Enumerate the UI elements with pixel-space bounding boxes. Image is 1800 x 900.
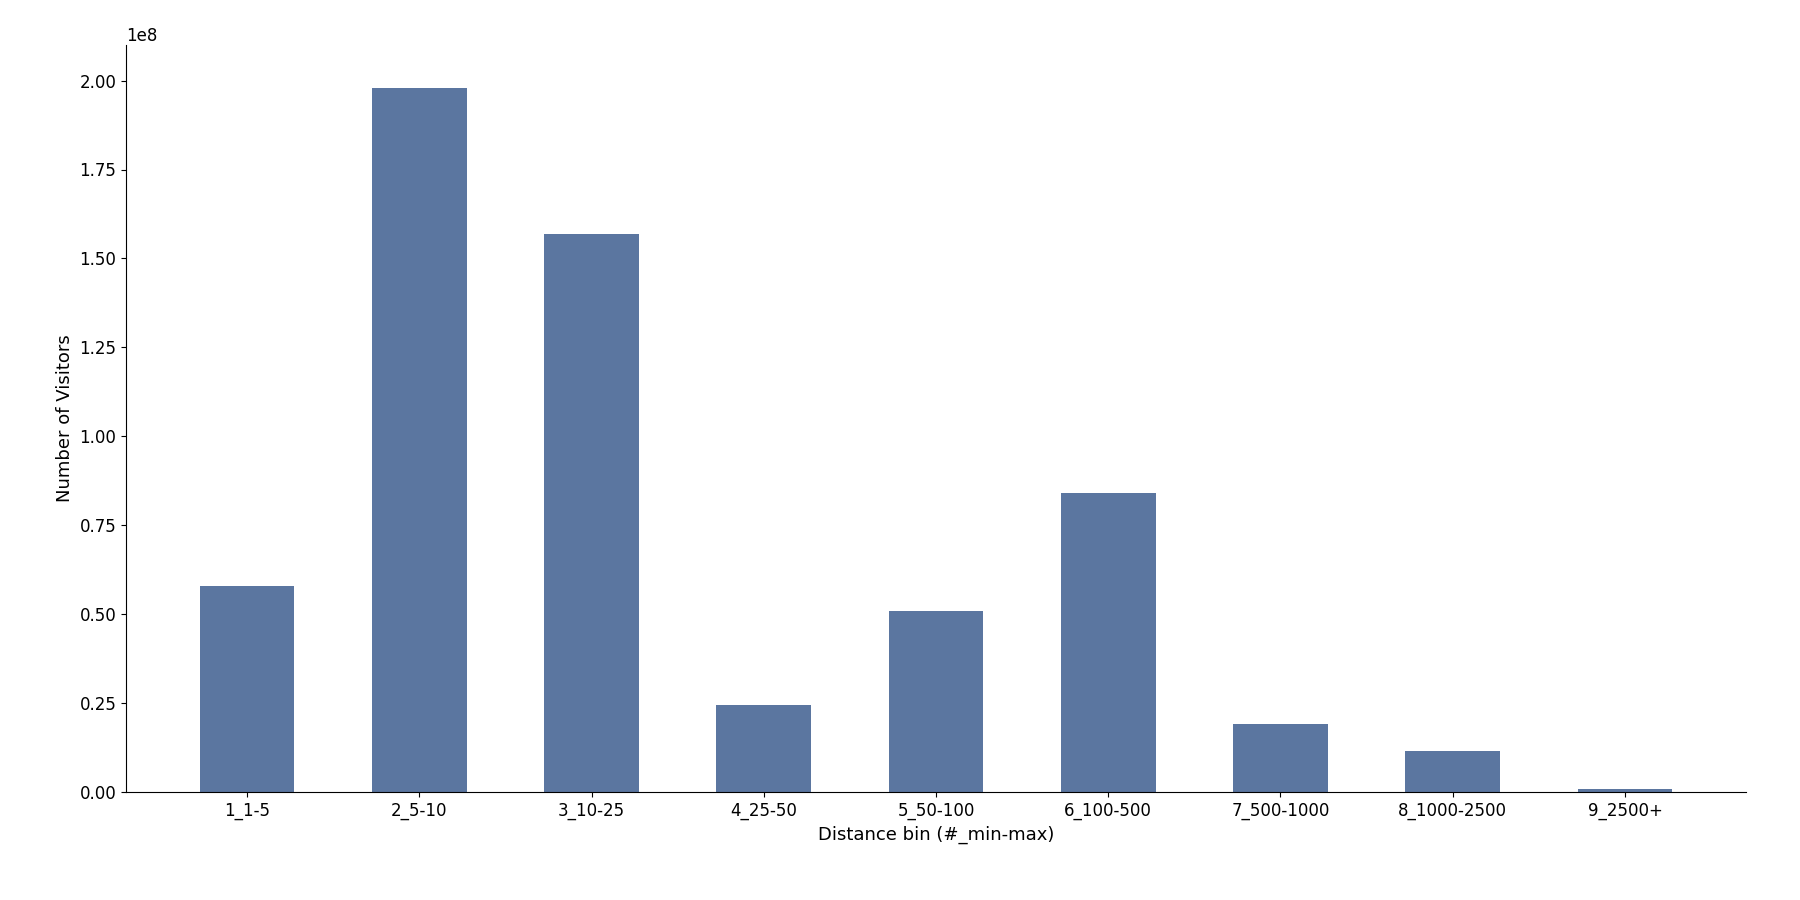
Bar	[373, 87, 466, 792]
Bar	[889, 610, 983, 792]
Bar	[1406, 752, 1499, 792]
Bar	[716, 705, 812, 792]
Bar	[1060, 493, 1156, 792]
Bar	[544, 233, 639, 792]
Bar	[1233, 724, 1328, 792]
X-axis label: Distance bin (#_min-max): Distance bin (#_min-max)	[817, 825, 1055, 843]
Bar	[1577, 789, 1672, 792]
Y-axis label: Number of Visitors: Number of Visitors	[56, 335, 74, 502]
Bar	[200, 586, 295, 792]
